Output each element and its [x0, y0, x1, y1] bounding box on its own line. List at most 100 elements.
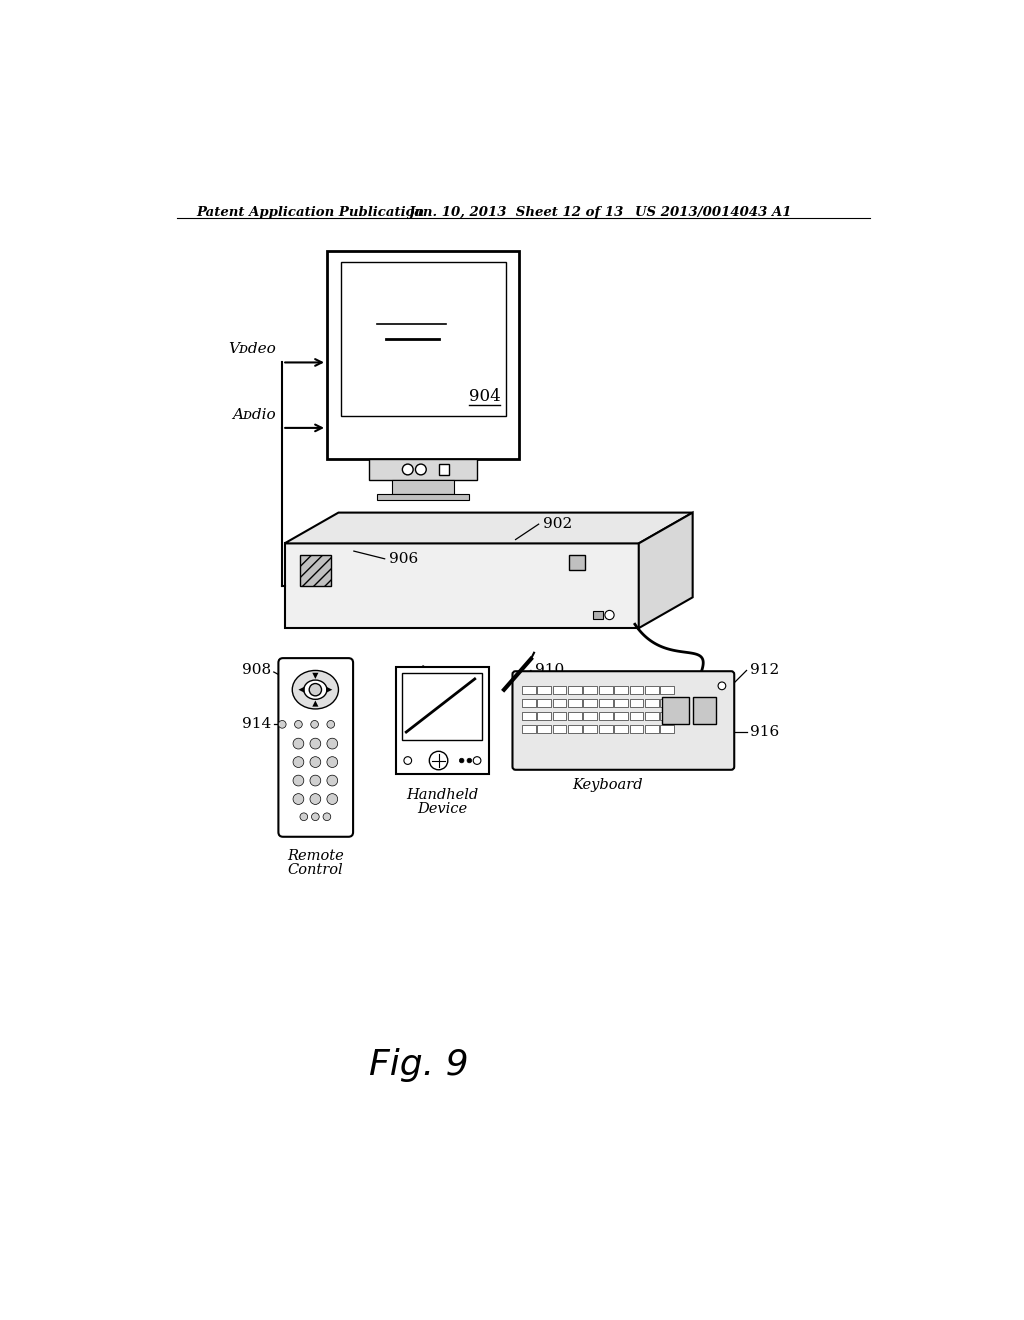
- Text: Remote: Remote: [287, 849, 344, 863]
- Bar: [660, 700, 674, 706]
- Circle shape: [323, 813, 331, 821]
- Text: 912: 912: [751, 664, 779, 677]
- Bar: [553, 700, 566, 706]
- Bar: [593, 611, 603, 619]
- Bar: [645, 711, 658, 719]
- Circle shape: [310, 756, 321, 767]
- Bar: [438, 465, 450, 475]
- Circle shape: [310, 775, 321, 785]
- Text: Device: Device: [418, 803, 468, 816]
- Polygon shape: [312, 701, 318, 706]
- Circle shape: [467, 758, 472, 763]
- Bar: [521, 725, 536, 733]
- Bar: [521, 686, 536, 693]
- FancyBboxPatch shape: [512, 671, 734, 770]
- Bar: [327, 251, 519, 459]
- Circle shape: [718, 682, 726, 690]
- Text: Patent Application Publication: Patent Application Publication: [196, 206, 424, 219]
- Bar: [614, 725, 628, 733]
- Bar: [370, 459, 477, 480]
- Bar: [660, 725, 674, 733]
- Text: 914: 914: [243, 717, 271, 731]
- Bar: [396, 667, 488, 775]
- Bar: [630, 725, 643, 733]
- Bar: [584, 725, 597, 733]
- Bar: [614, 686, 628, 693]
- Bar: [584, 686, 597, 693]
- Bar: [584, 711, 597, 719]
- Text: 904: 904: [469, 388, 501, 405]
- Text: Aᴅdio: Aᴅdio: [232, 408, 276, 422]
- Text: 902: 902: [543, 517, 571, 531]
- Bar: [568, 711, 582, 719]
- Bar: [660, 711, 674, 719]
- Circle shape: [311, 813, 319, 821]
- Bar: [660, 686, 674, 693]
- Bar: [599, 725, 612, 733]
- Bar: [599, 686, 612, 693]
- Polygon shape: [298, 686, 304, 693]
- Circle shape: [327, 775, 338, 785]
- Bar: [538, 686, 551, 693]
- Circle shape: [460, 758, 464, 763]
- Bar: [521, 700, 536, 706]
- Text: Jan. 10, 2013  Sheet 12 of 13: Jan. 10, 2013 Sheet 12 of 13: [408, 206, 624, 219]
- Bar: [599, 711, 612, 719]
- Text: Fig. 9: Fig. 9: [370, 1048, 469, 1082]
- Circle shape: [310, 738, 321, 748]
- Circle shape: [605, 610, 614, 619]
- Circle shape: [309, 684, 322, 696]
- Text: Handheld: Handheld: [407, 788, 478, 803]
- Bar: [645, 725, 658, 733]
- Bar: [553, 711, 566, 719]
- Bar: [569, 554, 585, 570]
- Circle shape: [327, 738, 338, 748]
- Text: 910: 910: [535, 664, 564, 677]
- Circle shape: [279, 721, 286, 729]
- Text: 916: 916: [751, 725, 779, 739]
- Circle shape: [293, 793, 304, 804]
- Circle shape: [473, 756, 481, 764]
- Bar: [553, 686, 566, 693]
- Circle shape: [327, 756, 338, 767]
- Bar: [538, 725, 551, 733]
- Bar: [630, 700, 643, 706]
- Bar: [300, 554, 331, 586]
- Circle shape: [327, 793, 338, 804]
- Bar: [599, 700, 612, 706]
- Ellipse shape: [304, 680, 327, 700]
- Text: Vᴅdeo: Vᴅdeo: [228, 342, 276, 356]
- Bar: [662, 697, 689, 725]
- Circle shape: [310, 793, 321, 804]
- Polygon shape: [312, 673, 318, 678]
- Polygon shape: [639, 512, 692, 628]
- Circle shape: [293, 738, 304, 748]
- Bar: [538, 700, 551, 706]
- Polygon shape: [285, 512, 692, 544]
- Bar: [584, 700, 597, 706]
- Bar: [645, 700, 658, 706]
- FancyBboxPatch shape: [279, 659, 353, 837]
- Bar: [630, 686, 643, 693]
- Bar: [538, 711, 551, 719]
- Circle shape: [429, 751, 447, 770]
- Bar: [568, 725, 582, 733]
- Text: US 2013/0014043 A1: US 2013/0014043 A1: [635, 206, 792, 219]
- Polygon shape: [326, 686, 333, 693]
- Text: 906: 906: [388, 552, 418, 566]
- Bar: [614, 711, 628, 719]
- Bar: [692, 697, 716, 725]
- Text: 908: 908: [243, 664, 271, 677]
- Circle shape: [293, 775, 304, 785]
- Circle shape: [327, 721, 335, 729]
- Text: Keyboard: Keyboard: [572, 779, 643, 792]
- Bar: [568, 700, 582, 706]
- Circle shape: [402, 465, 413, 475]
- Bar: [614, 700, 628, 706]
- Ellipse shape: [292, 671, 339, 709]
- Bar: [341, 263, 506, 416]
- Bar: [568, 686, 582, 693]
- Circle shape: [295, 721, 302, 729]
- Bar: [553, 725, 566, 733]
- Circle shape: [300, 813, 307, 821]
